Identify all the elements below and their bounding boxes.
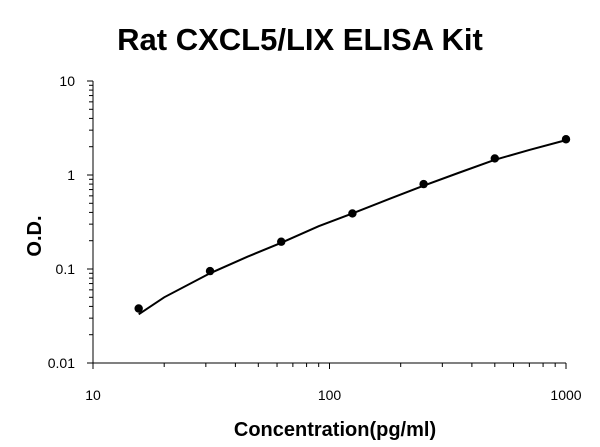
data-point (561, 135, 571, 144)
y-tick-label: 10 (59, 73, 75, 89)
y-tick-label: 0.1 (56, 261, 76, 277)
axis-ticks (87, 80, 567, 369)
chart-title: Rat CXCL5/LIX ELISA Kit (117, 22, 483, 57)
data-point (277, 237, 286, 246)
y-tick-label: 1 (67, 167, 75, 183)
tick-labels: 10 100 1000 0.01 0.1 1 10 (48, 73, 582, 403)
y-axis-label: O.D. (24, 215, 46, 257)
data-markers (134, 135, 571, 313)
fit-curve-line (138, 139, 567, 316)
data-point (348, 209, 357, 218)
x-tick-label: 1000 (550, 387, 581, 403)
data-point (134, 304, 143, 313)
x-axis-label: Concentration(pg/ml) (233, 419, 437, 441)
x-tick-label: 100 (318, 387, 342, 403)
data-point (419, 179, 428, 189)
data-point (490, 154, 500, 163)
x-tick-label: 10 (85, 387, 101, 403)
data-point (205, 266, 215, 276)
y-tick-label: 0.01 (48, 355, 75, 371)
